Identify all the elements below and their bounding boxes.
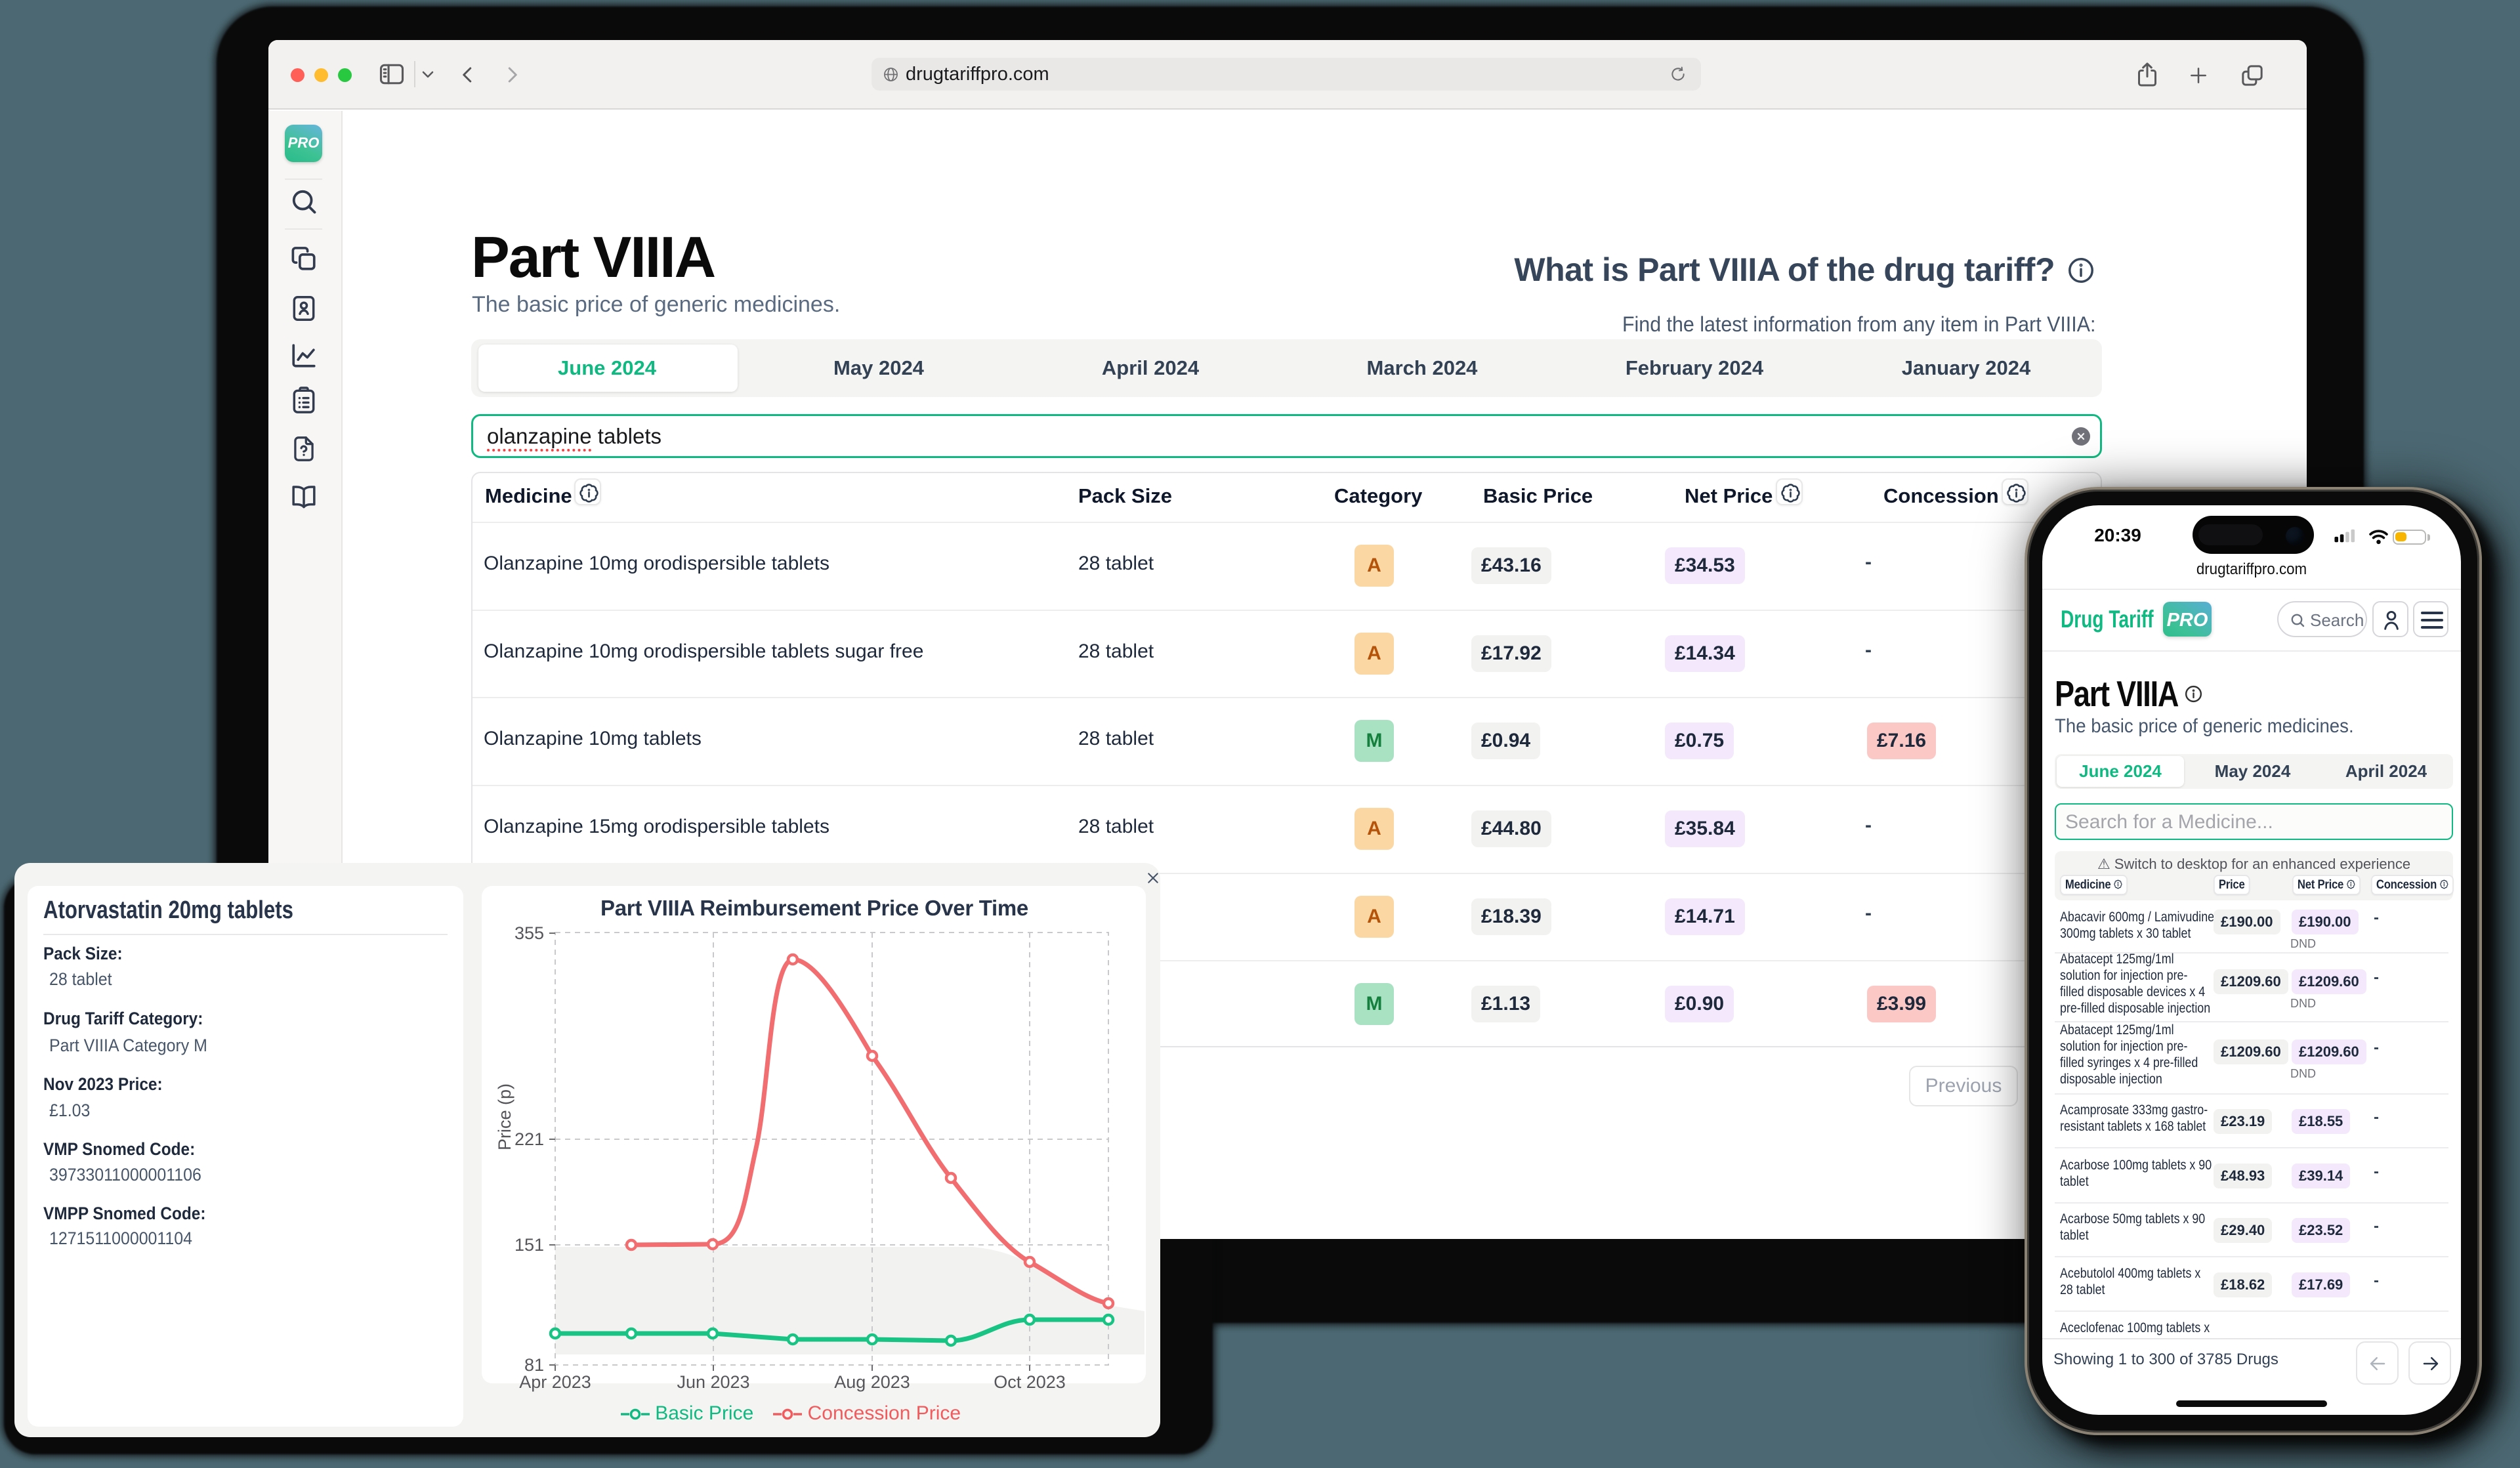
- svg-text:Jun 2023: Jun 2023: [677, 1372, 749, 1392]
- svg-text:Aug 2023: Aug 2023: [834, 1372, 910, 1392]
- svg-text:Price (p): Price (p): [495, 1083, 514, 1150]
- svg-text:Oct 2023: Oct 2023: [994, 1372, 1066, 1392]
- svg-text:355: 355: [514, 923, 544, 943]
- svg-text:221: 221: [514, 1129, 544, 1149]
- svg-text:81: 81: [524, 1355, 544, 1375]
- svg-text:151: 151: [514, 1235, 544, 1255]
- svg-text:Apr 2023: Apr 2023: [519, 1372, 591, 1392]
